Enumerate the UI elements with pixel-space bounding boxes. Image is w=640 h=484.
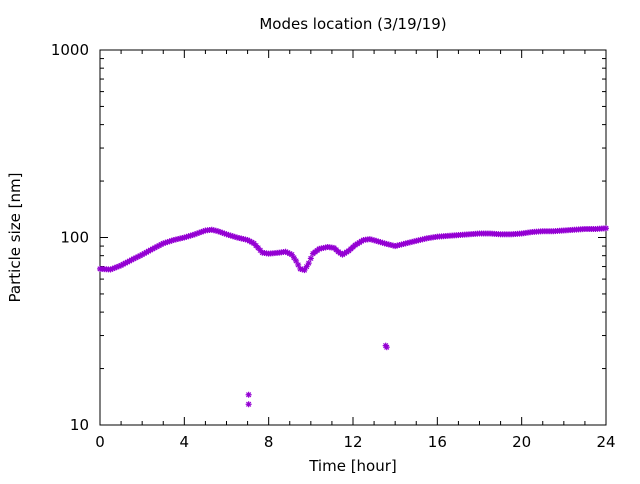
data-point — [288, 251, 295, 258]
x-tick-label: 4 — [180, 433, 190, 451]
axis-ticks — [99, 49, 607, 426]
y-tick-label: 10 — [70, 416, 89, 434]
data-point — [301, 267, 308, 274]
data-point — [245, 391, 252, 398]
data-point — [245, 401, 252, 408]
y-axis-label: Particle size [nm] — [6, 173, 24, 303]
data-point — [305, 260, 312, 267]
y-tick-label: 1000 — [51, 41, 89, 59]
data-point — [290, 254, 297, 261]
data-point — [219, 229, 226, 236]
x-tick-label: 0 — [95, 433, 105, 451]
data-points — [97, 225, 609, 408]
x-tick-label: 16 — [428, 433, 447, 451]
data-point — [293, 257, 300, 264]
x-tick-label: 20 — [512, 433, 531, 451]
data-point — [295, 261, 302, 268]
axis-tick-labels: 0 4 8 12 16 20 24 10 100 1000 — [51, 41, 616, 451]
chart-title: Modes location (3/19/19) — [259, 15, 446, 33]
data-point — [307, 255, 314, 262]
data-point — [603, 225, 609, 232]
x-tick-label: 12 — [343, 433, 362, 451]
x-axis-label: Time [hour] — [308, 457, 397, 475]
y-tick-label: 100 — [60, 229, 89, 247]
data-point — [383, 344, 390, 351]
x-tick-label: 8 — [264, 433, 274, 451]
x-tick-label: 24 — [596, 433, 615, 451]
